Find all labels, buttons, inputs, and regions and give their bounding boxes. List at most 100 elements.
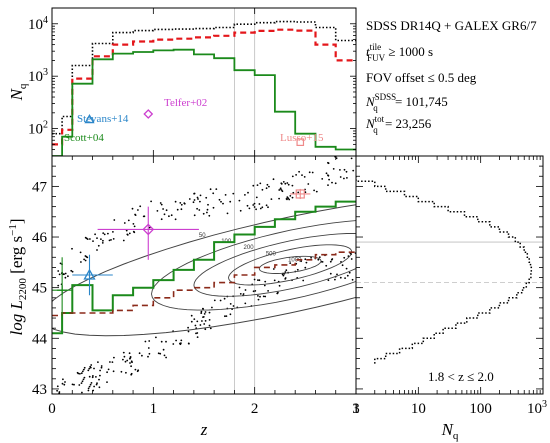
main-outlier-point bbox=[334, 278, 336, 281]
main-outlier-point bbox=[200, 312, 203, 314]
main-contour bbox=[151, 220, 356, 311]
main-outlier-point bbox=[129, 356, 132, 358]
main-xtick-label: 3 bbox=[352, 401, 360, 417]
main-outlier-point bbox=[204, 328, 207, 331]
main-outlier-point bbox=[148, 340, 151, 342]
main-outlier-point bbox=[141, 354, 143, 357]
main-outlier-point bbox=[194, 324, 197, 327]
main-outlier-point bbox=[131, 207, 134, 210]
main-outlier-point bbox=[62, 399, 64, 401]
annotation-fov: FOV offset ≤ 0.5 deg bbox=[366, 70, 477, 85]
main-outlier-point bbox=[198, 209, 201, 211]
main-outlier-point bbox=[209, 327, 212, 330]
main-outlier-point bbox=[328, 178, 330, 181]
main-outlier-point bbox=[180, 203, 183, 206]
main-outlier-point bbox=[321, 261, 324, 263]
main-outlier-point bbox=[58, 273, 61, 276]
main-outlier-point bbox=[106, 371, 108, 374]
main-outlier-point bbox=[343, 256, 346, 259]
main-outlier-point bbox=[279, 187, 282, 190]
main-outlier-point bbox=[107, 232, 109, 235]
main-ytick-label: 45 bbox=[32, 281, 47, 297]
main-outlier-point bbox=[137, 369, 140, 372]
main-outlier-point bbox=[285, 269, 288, 272]
main-outlier-point bbox=[202, 316, 205, 318]
main-outlier-point bbox=[262, 295, 265, 298]
main-outlier-point bbox=[89, 365, 92, 368]
main-outlier-point bbox=[225, 315, 228, 317]
main-outlier-point bbox=[298, 170, 300, 173]
main-outlier-point bbox=[276, 292, 279, 295]
main-outlier-point bbox=[84, 259, 87, 262]
main-outlier-point bbox=[89, 238, 91, 240]
main-outlier-point bbox=[125, 229, 128, 232]
main-outlier-point bbox=[200, 310, 203, 313]
main-outlier-point bbox=[165, 340, 167, 343]
main-outlier-point bbox=[190, 314, 193, 317]
main-outlier-point bbox=[257, 298, 260, 301]
main-outlier-point bbox=[345, 170, 348, 173]
main-outlier-point bbox=[79, 251, 82, 254]
main-outlier-point bbox=[207, 203, 209, 206]
main-outlier-point bbox=[224, 315, 226, 318]
main-outlier-point bbox=[348, 271, 351, 274]
main-outlier-point bbox=[183, 202, 186, 205]
main-outlier-point bbox=[81, 380, 84, 383]
main-outlier-point bbox=[229, 303, 232, 305]
main-outlier-point bbox=[289, 262, 292, 264]
main-outlier-point bbox=[71, 383, 74, 386]
main-outlier-point bbox=[203, 323, 206, 325]
main-outlier-point bbox=[86, 256, 89, 259]
main-outlier-point bbox=[354, 152, 356, 154]
main-outlier-point bbox=[102, 239, 104, 242]
main-outlier-point bbox=[106, 381, 108, 383]
main-outlier-point bbox=[150, 200, 153, 203]
main-outlier-point bbox=[286, 182, 289, 184]
main-outlier-point bbox=[341, 264, 344, 267]
main-outlier-point bbox=[159, 202, 162, 204]
main-outlier-point bbox=[179, 202, 182, 204]
main-outlier-point bbox=[239, 209, 242, 212]
main-outlier-point bbox=[57, 270, 60, 272]
main-outlier-point bbox=[239, 293, 242, 295]
main-outlier-point bbox=[268, 185, 270, 188]
main-outlier-point bbox=[79, 372, 81, 375]
main-outlier-point bbox=[91, 376, 94, 379]
main-outlier-point bbox=[96, 249, 98, 251]
main-outlier-point bbox=[202, 212, 205, 215]
main-outlier-point bbox=[159, 352, 162, 355]
main-outlier-point bbox=[90, 364, 93, 366]
main-outlier-point bbox=[242, 293, 245, 295]
main-outlier-point bbox=[160, 340, 163, 343]
main-outlier-point bbox=[343, 177, 345, 180]
main-outlier-point bbox=[92, 375, 94, 377]
histogram-series-literature bbox=[52, 48, 356, 156]
main-outlier-point bbox=[208, 214, 211, 217]
main-outlier-point bbox=[273, 279, 276, 282]
main-outlier-point bbox=[334, 182, 337, 185]
main-outlier-point bbox=[295, 174, 297, 176]
main-outlier-point bbox=[97, 244, 100, 247]
main-outlier-point bbox=[302, 279, 305, 282]
main-outlier-point bbox=[102, 232, 105, 235]
point-telfer bbox=[142, 223, 155, 236]
main-outlier-point bbox=[257, 295, 259, 297]
main-outlier-point bbox=[61, 382, 64, 385]
main-outlier-point bbox=[180, 208, 183, 211]
main-outlier-point bbox=[83, 376, 86, 379]
main-outlier-point bbox=[206, 211, 208, 214]
main-outlier-point bbox=[128, 232, 131, 235]
histogram-panel: 102 103 104 Nq Stevans+14 Telfer+02 Scott+… bbox=[7, 7, 357, 157]
annotation-survey: SDSS DR14Q + GALEX GR6/7 bbox=[366, 18, 537, 33]
histogram-ytick-label: 102 bbox=[28, 120, 48, 138]
main-ytick-label: 44 bbox=[32, 331, 48, 347]
main-outlier-point bbox=[224, 194, 227, 196]
main-contour-label: 200 bbox=[244, 245, 255, 251]
main-outlier-point bbox=[346, 153, 348, 155]
main-outlier-point bbox=[174, 218, 177, 221]
main-outlier-point bbox=[255, 196, 258, 199]
main-outlier-point bbox=[212, 192, 215, 195]
main-outlier-point bbox=[109, 361, 111, 363]
main-outlier-point bbox=[310, 256, 312, 259]
main-outlier-point bbox=[339, 276, 342, 279]
